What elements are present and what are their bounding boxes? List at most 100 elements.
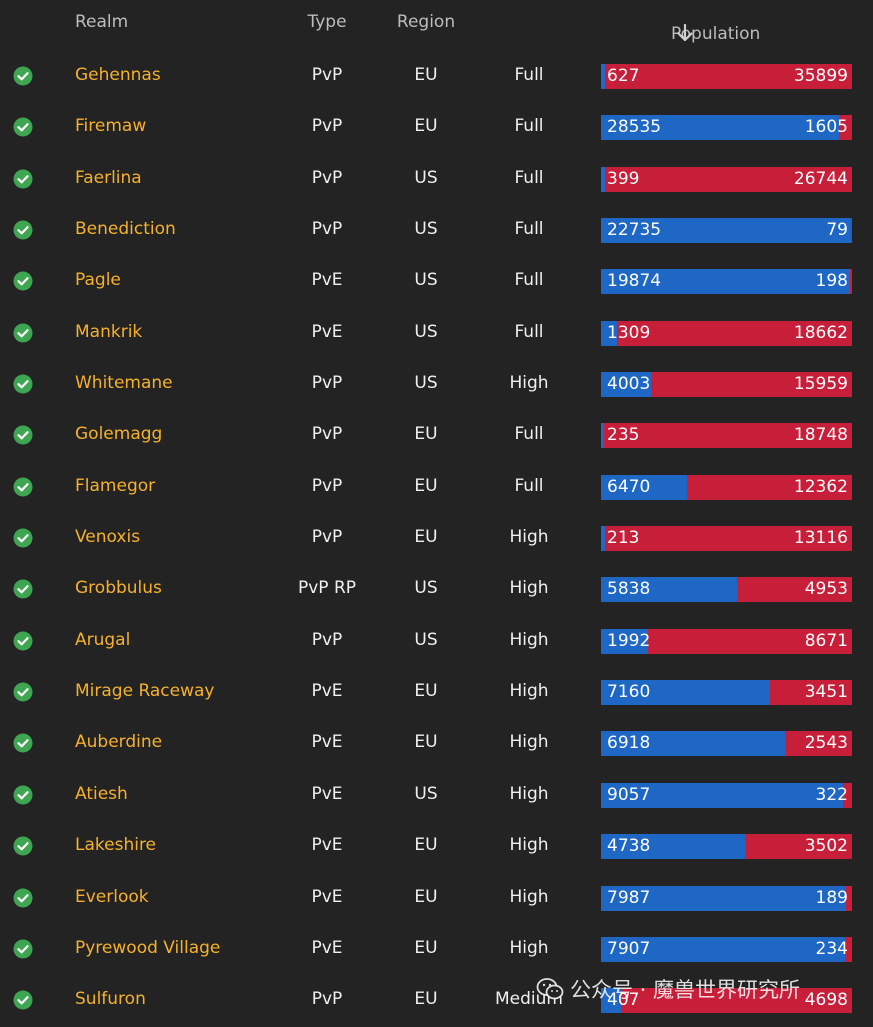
- table-row[interactable]: Firemaw PvP EU Full 28535 1605: [0, 102, 873, 153]
- population-bar: 28535 1605: [601, 115, 852, 141]
- realm-name[interactable]: Benediction: [75, 219, 176, 240]
- realm-type: PvE: [311, 886, 343, 907]
- realm-name[interactable]: Grobbulus: [75, 578, 162, 599]
- alliance-fill: [601, 834, 746, 860]
- status-online-icon: [13, 579, 33, 599]
- table-row[interactable]: Venoxis PvP EU High 213 13116: [0, 513, 873, 564]
- realm-region: US: [414, 373, 438, 394]
- status-online-icon: [13, 220, 33, 240]
- alliance-fill: [601, 988, 621, 1014]
- table-row[interactable]: Gehennas PvP EU Full 627 35899: [0, 51, 873, 102]
- table-row[interactable]: Lakeshire PvE EU High 4738 3502: [0, 821, 873, 872]
- table-row[interactable]: Pyrewood Village PvE EU High 7907 234: [0, 924, 873, 975]
- realm-name[interactable]: Everlook: [75, 886, 149, 907]
- horde-count: 18748: [793, 425, 848, 446]
- realm-name[interactable]: Mirage Raceway: [75, 681, 215, 702]
- realm-name[interactable]: Auberdine: [75, 732, 163, 753]
- realm-load: High: [509, 527, 549, 548]
- status-online-icon: [13, 939, 33, 959]
- population-bar: 7907 234: [601, 936, 852, 962]
- table-row[interactable]: Pagle PvE US Full 19874 198: [0, 256, 873, 307]
- population-bar: 1309 18662: [601, 320, 852, 346]
- realm-name[interactable]: Pagle: [75, 270, 121, 291]
- alliance-count: 22735: [607, 220, 662, 241]
- alliance-fill: [601, 680, 771, 706]
- realm-type: PvP: [311, 65, 343, 85]
- table-row[interactable]: Everlook PvE EU High 7987 189: [0, 873, 873, 924]
- status-online-icon: [13, 888, 33, 908]
- table-row[interactable]: Grobbulus PvP RP US High 5838 4953: [0, 564, 873, 615]
- realm-name[interactable]: Arugal: [75, 629, 131, 650]
- realm-type: PvE: [311, 783, 343, 804]
- realm-name[interactable]: Atiesh: [75, 783, 128, 804]
- population-bar: 235 18748: [601, 423, 852, 449]
- column-header-realm[interactable]: Realm: [75, 12, 129, 32]
- table-row[interactable]: Mankrik PvE US Full 1309 18662: [0, 308, 873, 359]
- alliance-count: 407: [607, 990, 640, 1011]
- horde-count: 189: [815, 887, 848, 908]
- realm-name[interactable]: Whitemane: [75, 373, 173, 394]
- realm-name[interactable]: Sulfuron: [75, 989, 146, 1010]
- realm-region: EU: [414, 475, 438, 496]
- population-bar: 407 4698: [601, 988, 852, 1014]
- population-bar: 22735 79: [601, 218, 852, 244]
- status-online-icon: [13, 271, 33, 291]
- alliance-fill: [601, 320, 618, 346]
- realm-name[interactable]: Golemagg: [75, 424, 163, 445]
- alliance-count: 28535: [607, 117, 662, 138]
- realm-name[interactable]: Firemaw: [75, 116, 147, 137]
- horde-count: 198: [815, 271, 848, 292]
- column-header-type[interactable]: Type: [307, 12, 347, 32]
- table-header: Realm Type Region Population: [0, 0, 873, 48]
- alliance-count: 213: [607, 528, 640, 549]
- table-row[interactable]: Atiesh PvE US High 9057 322: [0, 770, 873, 821]
- table-row[interactable]: Sulfuron PvP EU Medium 407 4698: [0, 975, 873, 1026]
- alliance-count: 1309: [607, 322, 651, 343]
- realm-name[interactable]: Gehennas: [75, 65, 161, 85]
- realm-type: PvP: [311, 989, 343, 1010]
- realm-name[interactable]: Faerlina: [75, 167, 142, 188]
- realm-name[interactable]: Pyrewood Village: [75, 937, 221, 958]
- status-online-icon: [13, 425, 33, 445]
- table-row[interactable]: Whitemane PvP US High 4003 15959: [0, 359, 873, 410]
- alliance-count: 1992: [607, 630, 651, 651]
- table-row[interactable]: Flamegor PvP EU Full 6470 12362: [0, 462, 873, 513]
- realm-name[interactable]: Mankrik: [75, 321, 143, 342]
- wechat-icon: [536, 977, 564, 1001]
- realm-type: PvP: [311, 629, 343, 650]
- realm-name[interactable]: Venoxis: [75, 527, 141, 548]
- realm-name[interactable]: Flamegor: [75, 475, 156, 496]
- population-bar: 5838 4953: [601, 577, 852, 603]
- realm-type: PvE: [311, 270, 343, 291]
- realm-region: EU: [414, 989, 438, 1010]
- table-row[interactable]: Auberdine PvE EU High 6918 2543: [0, 718, 873, 769]
- alliance-count: 6470: [607, 476, 651, 497]
- table-row[interactable]: Mirage Raceway PvE EU High 7160 3451: [0, 667, 873, 718]
- realm-region: EU: [414, 424, 438, 445]
- table-row[interactable]: Faerlina PvP US Full 399 26744: [0, 154, 873, 205]
- realm-region: US: [414, 629, 438, 650]
- realm-name[interactable]: Lakeshire: [75, 835, 157, 856]
- realm-table-body: Gehennas PvP EU Full 627 35899 Firemaw PvP EU Ful…: [0, 51, 873, 1027]
- watermark: 公众号 · 魔兽世界研究所: [536, 974, 800, 1004]
- realm-load: Full: [514, 475, 544, 496]
- alliance-count: 4738: [607, 836, 651, 857]
- alliance-fill: [601, 166, 605, 192]
- table-row[interactable]: Golemagg PvP EU Full 235 18748: [0, 410, 873, 461]
- column-header-region[interactable]: Region: [396, 12, 456, 32]
- realm-load: Full: [514, 65, 544, 85]
- population-bar: 4738 3502: [601, 834, 852, 860]
- alliance-count: 5838: [607, 579, 651, 600]
- table-row[interactable]: Benediction PvP US Full 22735 79: [0, 205, 873, 256]
- status-online-icon: [13, 374, 33, 394]
- population-bar: 19874 198: [601, 269, 852, 295]
- realm-type: PvE: [311, 681, 343, 702]
- realm-region: EU: [414, 886, 438, 907]
- alliance-fill: [601, 936, 845, 962]
- realm-type: PvE: [311, 732, 343, 753]
- realm-region: EU: [414, 732, 438, 753]
- status-online-icon: [13, 528, 33, 548]
- table-row[interactable]: Arugal PvP US High 1992 8671: [0, 616, 873, 667]
- realm-region: EU: [414, 835, 438, 856]
- alliance-fill: [601, 218, 852, 244]
